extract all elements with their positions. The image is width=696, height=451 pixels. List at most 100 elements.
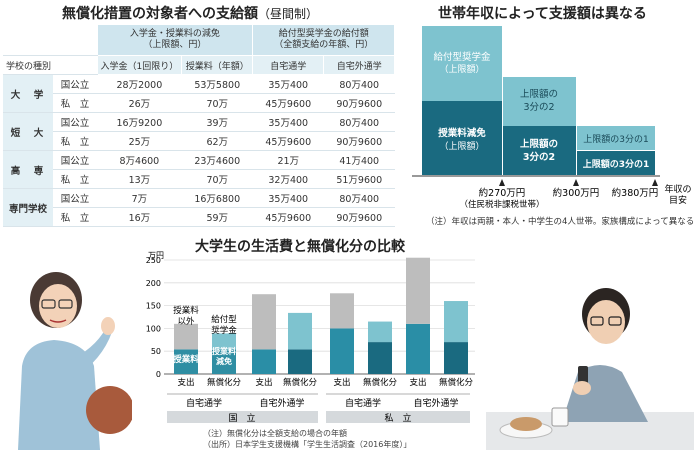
tuition-block <box>422 101 502 175</box>
x-tick-label: 支出 <box>177 377 194 388</box>
support-table-title: 無償化措置の対象者への支給額（昼間制） <box>62 6 319 22</box>
x-tick-label: 無償化分 <box>283 377 318 388</box>
table-cell: 23万4600 <box>181 150 253 170</box>
table-cell: 62万 <box>181 131 253 151</box>
bread <box>510 417 542 431</box>
scholarship-sub-label: （上限額） <box>439 63 484 75</box>
table-cell: 80万400 <box>323 188 395 208</box>
table-cell: 26万 <box>97 93 182 113</box>
support-table: 入学金・授業料の減免 （上限額、円） 給付型奨学金の給付額 （全額支給の年額、円… <box>3 24 396 227</box>
man-face <box>587 300 625 344</box>
table-cell: 25万 <box>97 131 182 151</box>
table-cell: 13万 <box>97 169 182 189</box>
two-thirds-scholarship-block <box>503 77 576 126</box>
table-cell: 16万6800 <box>181 188 253 208</box>
x-label-270-sub: （住民税非課税世帯） <box>459 199 544 210</box>
super-label-private: 私 立 <box>384 412 411 424</box>
table-row: 高 専 国公立 8万4600 23万4600 21万 41万400 <box>3 150 395 189</box>
table-cell: 21万 <box>252 150 324 170</box>
type-label: 国公立 <box>53 150 97 170</box>
tick-marker <box>573 179 579 186</box>
column-header: 授業料（年額） <box>181 55 254 75</box>
table-cell: 16万 <box>97 207 182 227</box>
bar-tuition <box>288 349 312 374</box>
two-thirds-bottom-sub-label: 3分の2 <box>523 151 555 163</box>
two-thirds-top-label: 上限額の <box>520 88 558 100</box>
other-annotation-sub: 以外 <box>177 316 195 327</box>
man-illustration <box>486 288 694 450</box>
super-label-national: 国 立 <box>228 412 255 424</box>
cost-source: （出所）日本学生支援機構「学生生活調査（2016年度）」 <box>203 440 412 449</box>
column-header: 自宅通学 <box>252 55 325 75</box>
man-glasses <box>590 316 604 326</box>
level-label: 短 大 <box>3 112 53 151</box>
x-label-270: 約270万円 <box>479 187 526 199</box>
group-label: 自宅外通学 <box>413 397 458 409</box>
table-row: 大 学 国公立 28万2000 53万5800 35万400 80万400 <box>3 74 395 113</box>
type-label: 私 立 <box>53 207 97 227</box>
table-row: 短 大 国公立 16万9200 39万 35万400 80万400 <box>3 112 395 151</box>
y-tick-label: 150 <box>146 302 161 311</box>
scholarship-annotation-sub: 奨学金 <box>211 325 237 336</box>
type-label: 私 立 <box>53 131 97 151</box>
tuition-sub-label: （上限額） <box>439 140 484 152</box>
axis-label-sub: 目安 <box>669 194 687 206</box>
table-row: 私 立 26万 70万 45万9600 90万9600 <box>3 93 395 113</box>
table-cell: 35万400 <box>252 112 324 132</box>
x-tick-label: 支出 <box>333 377 350 388</box>
table-cell: 16万9200 <box>97 112 182 132</box>
glasses <box>58 299 73 309</box>
table-row: 私 立 16万 59万 45万9600 90万9600 <box>3 207 395 227</box>
cost-note: （注）無償化分は全額支給の場合の年額 <box>203 429 347 438</box>
table-cell: 35万400 <box>252 188 324 208</box>
one-third-tuition-block <box>577 151 655 175</box>
woman-illustration <box>18 272 132 450</box>
reduction-annotation: 授業料 <box>212 346 236 356</box>
x-tick-label: 無償化分 <box>207 377 242 388</box>
man-hand <box>573 381 591 395</box>
x-label-380: 約380万円 <box>612 187 659 199</box>
axis-label: 年収の <box>664 183 691 195</box>
table-cell: 41万400 <box>323 150 395 170</box>
two-thirds-tuition-block <box>503 126 576 175</box>
column-header: 入学金（1回限り） <box>96 55 183 75</box>
bar-tuition <box>368 342 392 374</box>
y-tick-label: 50 <box>151 347 161 356</box>
level-label: 高 専 <box>3 150 53 189</box>
y-unit-label: 万円 <box>148 251 164 260</box>
table-row: 私 立 13万 70万 32万400 51万9600 <box>3 169 395 189</box>
table-cell: 51万9600 <box>323 169 395 189</box>
x-tick-label: 無償化分 <box>439 377 474 388</box>
table-cell: 8万4600 <box>97 150 182 170</box>
bar-other <box>288 312 312 350</box>
scholarship-annotation: 給付型 <box>211 314 237 325</box>
x-tick-label: 支出 <box>255 377 272 388</box>
other-annotation: 授業料 <box>173 305 199 316</box>
bar-other <box>368 321 392 343</box>
type-label: 私 立 <box>53 169 97 189</box>
y-tick-label: 0 <box>156 370 161 379</box>
table-cell: 35万400 <box>252 74 324 94</box>
cup <box>551 407 569 427</box>
table-cell: 80万400 <box>323 74 395 94</box>
bar-other <box>252 294 276 350</box>
x-tick-label: 支出 <box>409 377 426 388</box>
table-cell: 53万5800 <box>181 74 253 94</box>
type-label: 私 立 <box>53 93 97 113</box>
scholarship-label: 給付型奨学金 <box>433 51 491 63</box>
table-cell: 70万 <box>181 93 253 113</box>
bar-tuition <box>174 349 198 374</box>
tick-marker <box>499 179 505 186</box>
y-tick-label: 100 <box>146 324 161 333</box>
glasses <box>41 299 56 309</box>
table-cell: 39万 <box>181 112 253 132</box>
income-note: （注）年収は両親・本人・中学生の4人世帯。家族構成によって異なる <box>426 216 694 227</box>
one-third-bottom-label: 上限額の3分の1 <box>583 158 650 170</box>
table-cell: 70万 <box>181 169 253 189</box>
income-chart-title: 世帯年収によって支援額は異なる <box>438 6 647 22</box>
level-label: 大 学 <box>3 74 53 113</box>
table-cell: 32万400 <box>252 169 324 189</box>
table-row: 専門学校 国公立 7万 16万6800 35万400 80万400 <box>3 188 395 227</box>
hand <box>101 317 115 335</box>
table-cell: 45万9600 <box>252 207 324 227</box>
